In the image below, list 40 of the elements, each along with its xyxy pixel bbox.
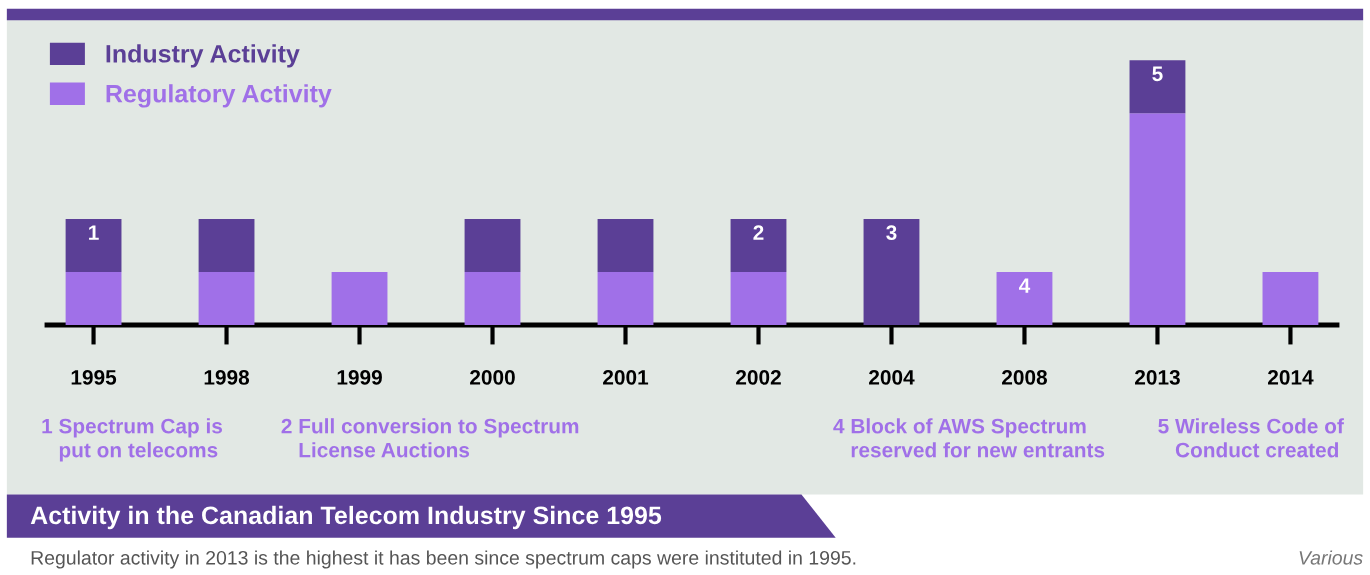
x-tick-label: 2014: [1268, 369, 1314, 385]
x-tick-label: 1999: [337, 369, 382, 385]
x-tick-label: 2000: [470, 369, 515, 385]
bar: [331, 272, 388, 325]
x-tick-label: 2008: [1002, 369, 1048, 385]
text: 4 Block of AWS Spectrum reserved for new entrants: [833, 418, 1105, 458]
bar: [597, 219, 654, 273]
bar: [597, 272, 654, 325]
annotation: 3: [886, 225, 897, 241]
bar: [730, 219, 787, 273]
x-tick-label: 1995: [71, 369, 117, 385]
x-tick-label: 2013: [1135, 369, 1180, 385]
bar: [198, 219, 255, 273]
bar: [65, 272, 122, 325]
bar: [464, 272, 521, 325]
bar: [464, 219, 521, 273]
text: 1 Spectrum Cap is put on telecoms: [42, 418, 223, 462]
text: Activity in the Canadian Telecom Industry Since 1995: [30, 505, 662, 530]
legend-label: Regulatory Activity: [106, 84, 332, 108]
text: 5 Wireless Code of Conduct created: [1158, 418, 1344, 458]
x-tick-label: 1998: [204, 369, 250, 385]
x-tick-label: 2001: [603, 369, 649, 385]
annotation: 4: [1019, 278, 1031, 293]
annotation: 1: [89, 225, 99, 240]
x-tick-label: 2002: [736, 369, 781, 385]
legend-label: Industry Activity: [106, 44, 300, 68]
bar: [730, 272, 787, 325]
annotation: 2: [753, 225, 764, 240]
x-tick-label: 2004: [869, 369, 915, 385]
bar: [65, 219, 122, 273]
text: Various: [1299, 550, 1363, 565]
bar: [198, 272, 255, 325]
bar: [1262, 272, 1319, 325]
annotation: 5: [1152, 66, 1163, 82]
bar: [996, 272, 1053, 325]
text: 2 Full conversion to Spectrum License Auctions: [281, 418, 579, 458]
text: Regulator activity in 2013 is the highest it has been since spectrum caps were instituted in 1995.: [31, 550, 856, 569]
bar: [1129, 113, 1186, 325]
bar: [1129, 60, 1186, 114]
bar: [863, 219, 920, 325]
